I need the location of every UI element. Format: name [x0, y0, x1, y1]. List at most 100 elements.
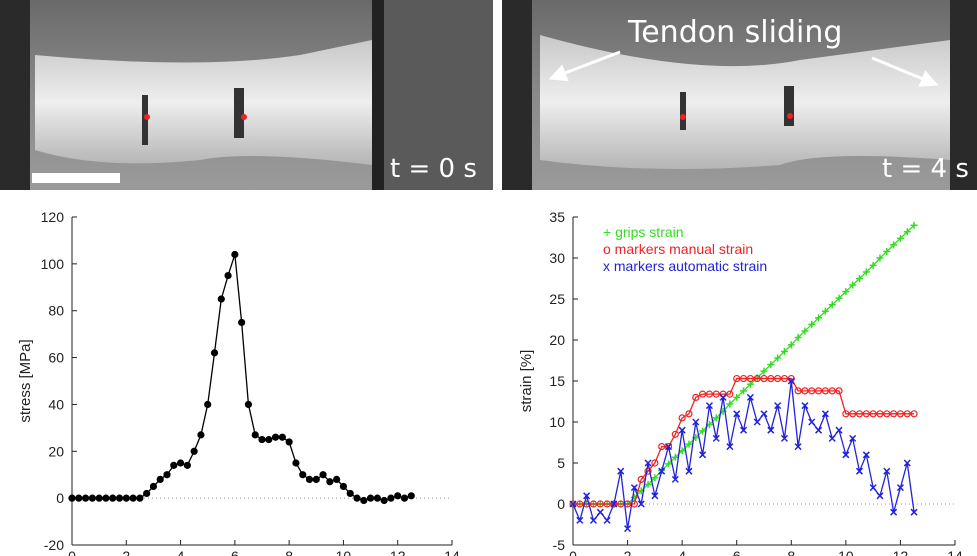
marker-circle	[388, 495, 394, 501]
marker-cross	[604, 517, 610, 523]
marker-circle	[347, 490, 353, 496]
y-tick-label: 40	[48, 396, 64, 412]
marker-circle	[354, 495, 360, 501]
y-tick-label: 25	[549, 291, 565, 307]
legend-entry: o markers manual strain	[603, 241, 753, 257]
x-tick-label: 12	[390, 548, 406, 556]
legend-entry: + grips strain	[603, 224, 684, 240]
annotation: Tendon sliding	[627, 15, 842, 50]
y-tick-label: 0	[56, 490, 64, 506]
y-tick-label: 30	[549, 250, 565, 266]
marker-circle	[252, 432, 258, 438]
marker-circle	[266, 437, 272, 443]
marker-circle	[286, 439, 292, 445]
marker-cross	[597, 509, 603, 515]
y-tick-label: 60	[48, 350, 64, 366]
x-tick-label: 10	[336, 548, 352, 556]
marker-circle	[69, 495, 75, 501]
y-tick-label: 35	[549, 209, 565, 225]
x-tick-label: 8	[285, 548, 293, 556]
marker-cross	[816, 427, 822, 433]
marker-circle	[184, 462, 190, 468]
time-label: t = 4 s	[882, 154, 969, 184]
marker-circle	[320, 472, 326, 478]
y-tick-label: 0	[557, 496, 565, 512]
marker-circle	[110, 495, 116, 501]
x-tick-label: 4	[177, 548, 185, 556]
marker-cross	[809, 419, 815, 425]
marker-circle	[205, 401, 211, 407]
marker-circle	[76, 495, 82, 501]
marker-circle	[89, 495, 95, 501]
marker-circle	[381, 497, 387, 503]
marker-circle	[198, 432, 204, 438]
marker-circle	[123, 495, 129, 501]
marker-circle	[368, 495, 374, 501]
marker-circle	[117, 495, 123, 501]
marker-circle	[212, 350, 218, 356]
series-line	[573, 381, 914, 529]
marker-circle	[313, 476, 319, 482]
x-tick-label: 10	[838, 548, 854, 556]
marker-circle	[164, 472, 170, 478]
y-tick-label: 20	[549, 332, 565, 348]
marker-circle	[408, 493, 414, 499]
scale-bar	[32, 173, 120, 183]
marker-circle	[395, 493, 401, 499]
x-tick-label: 6	[733, 548, 741, 556]
marker-circle	[137, 495, 143, 501]
x-tick-label: 0	[569, 548, 577, 556]
marker-cross	[761, 411, 767, 417]
marker-circle	[225, 273, 231, 279]
y-tick-label: 5	[557, 455, 565, 471]
marker-circle	[402, 495, 408, 501]
x-tick-label: 12	[893, 548, 909, 556]
y-tick-label: -20	[44, 537, 64, 553]
marker-circle	[157, 476, 163, 482]
x-tick-label: 4	[678, 548, 686, 556]
photo-t4: Tendon sliding t = 4 s	[502, 0, 977, 190]
marker-circle	[130, 495, 136, 501]
x-tick-label: 2	[122, 548, 130, 556]
series-line	[72, 254, 411, 500]
marker-circle	[150, 483, 156, 489]
marker-circle	[327, 479, 333, 485]
marker-circle	[171, 462, 177, 468]
marker-circle	[374, 495, 380, 501]
figure: t = 0 s Tendon sliding t = 4 s 0 2 4 6 8 10 12…	[0, 0, 977, 556]
marker-circle	[259, 437, 265, 443]
y-tick-label: -5	[553, 537, 566, 553]
marker-circle	[334, 476, 340, 482]
y-tick-label: 10	[549, 414, 565, 430]
marker-circle	[96, 495, 102, 501]
y-tick-label: 20	[48, 443, 64, 459]
x-tick-label: 14	[444, 548, 460, 556]
figure-canvas: t = 0 s Tendon sliding t = 4 s 0 2 4 6 8 10 12…	[0, 0, 977, 556]
marker-circle	[178, 460, 184, 466]
x-tick-label: 0	[68, 548, 76, 556]
marker-circle	[218, 296, 224, 302]
marker-circle	[300, 472, 306, 478]
legend-entry: x markers automatic strain	[603, 258, 767, 274]
marker-circle	[293, 460, 299, 466]
photo-t0: t = 0 s	[0, 0, 493, 190]
y-tick-label: 120	[41, 209, 65, 225]
marker-circle	[191, 448, 197, 454]
x-tick-label: 8	[787, 548, 795, 556]
marker-circle	[144, 490, 150, 496]
marker-circle	[340, 483, 346, 489]
marker-circle	[307, 476, 313, 482]
time-label: t = 0 s	[390, 154, 477, 184]
marker-circle	[239, 319, 245, 325]
y-tick-label: 15	[549, 373, 565, 389]
marker-circle	[361, 497, 367, 503]
marker-circle	[103, 495, 109, 501]
marker-circle	[245, 401, 251, 407]
y-tick-label: 80	[48, 303, 64, 319]
y-axis-label: stress [MPa]	[17, 339, 34, 422]
marker-circle	[279, 434, 285, 440]
x-tick-label: 6	[231, 548, 239, 556]
marker-circle	[83, 495, 89, 501]
x-tick-label: 14	[947, 548, 963, 556]
x-tick-label: 2	[624, 548, 632, 556]
